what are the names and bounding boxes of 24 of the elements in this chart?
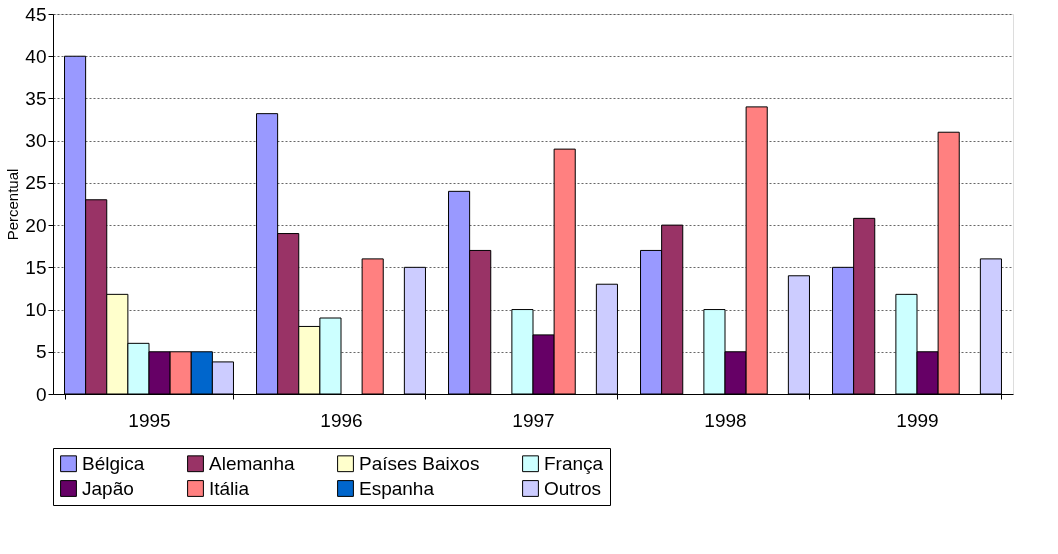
legend-label: Itália: [209, 477, 250, 499]
legend-label: Japão: [82, 477, 134, 499]
x-tick-label: 1995: [128, 409, 171, 431]
legend-label: Países Baixos: [359, 452, 480, 474]
x-tick-label: 1996: [320, 409, 363, 431]
x-tick-label: 1998: [704, 409, 747, 431]
y-tick-label: 0: [35, 383, 47, 405]
y-tick-label: 40: [25, 45, 47, 67]
y-axis-title: Percentual: [4, 168, 22, 241]
y-tick-label: 45: [25, 3, 47, 25]
y-tick-label: 35: [25, 87, 47, 109]
y-tick-label: 25: [25, 172, 47, 194]
legend-label: Alemanha: [209, 452, 295, 474]
legend-label: Outros: [544, 477, 602, 499]
legend-label: Bélgica: [82, 452, 145, 474]
y-tick-label: 20: [25, 214, 47, 236]
x-tick-label: 1997: [512, 409, 555, 431]
x-tick-label: 1999: [896, 409, 939, 431]
y-tick-label: 30: [25, 130, 47, 152]
y-tick-label: 5: [35, 341, 47, 363]
legend-label: França: [544, 452, 604, 474]
y-tick-label: 15: [25, 256, 47, 278]
y-tick-label: 10: [25, 299, 47, 321]
legend-label: Espanha: [359, 477, 435, 499]
